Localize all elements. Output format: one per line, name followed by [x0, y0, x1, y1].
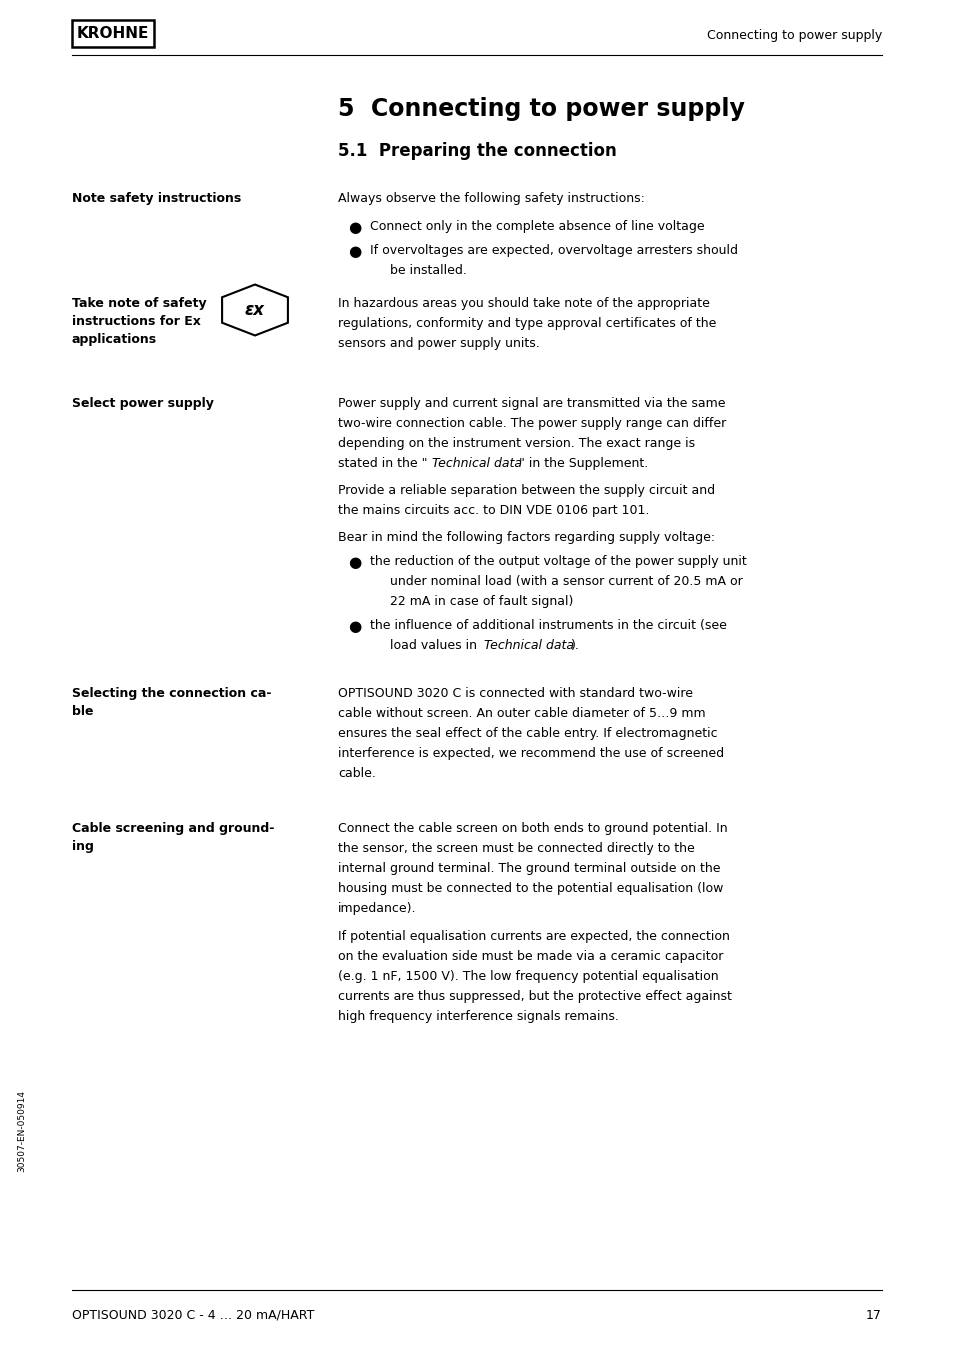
Text: 5.1  Preparing the connection: 5.1 Preparing the connection [337, 142, 616, 160]
Text: Select power supply: Select power supply [71, 397, 213, 410]
Text: 30507-EN-050914: 30507-EN-050914 [17, 1090, 27, 1172]
Text: under nominal load (with a sensor current of 20.5 mA or: under nominal load (with a sensor curren… [390, 575, 742, 588]
Text: the sensor, the screen must be connected directly to the: the sensor, the screen must be connected… [337, 842, 694, 854]
Text: Connect the cable screen on both ends to ground potential. In: Connect the cable screen on both ends to… [337, 822, 727, 836]
Text: εx: εx [245, 301, 265, 319]
Text: depending on the instrument version. The exact range is: depending on the instrument version. The… [337, 437, 695, 450]
Text: ●: ● [348, 243, 361, 260]
Text: 5  Connecting to power supply: 5 Connecting to power supply [337, 97, 744, 120]
Text: two-wire connection cable. The power supply range can differ: two-wire connection cable. The power sup… [337, 416, 725, 430]
Text: 22 mA in case of fault signal): 22 mA in case of fault signal) [390, 595, 573, 608]
Text: Selecting the connection ca-
ble: Selecting the connection ca- ble [71, 687, 272, 718]
Text: Technical data: Technical data [432, 457, 521, 470]
Text: If overvoltages are expected, overvoltage arresters should: If overvoltages are expected, overvoltag… [370, 243, 738, 257]
Text: 17: 17 [865, 1309, 882, 1322]
Text: KROHNE: KROHNE [77, 26, 149, 41]
Text: OPTISOUND 3020 C - 4 … 20 mA/HART: OPTISOUND 3020 C - 4 … 20 mA/HART [71, 1309, 314, 1322]
Text: cable.: cable. [337, 767, 375, 780]
Text: the mains circuits acc. to DIN VDE 0106 part 101.: the mains circuits acc. to DIN VDE 0106 … [337, 504, 649, 516]
Text: " in the Supplement.: " in the Supplement. [518, 457, 648, 470]
Text: the influence of additional instruments in the circuit (see: the influence of additional instruments … [370, 619, 726, 631]
Text: Take note of safety
instructions for Ex
applications: Take note of safety instructions for Ex … [71, 297, 207, 346]
Text: housing must be connected to the potential equalisation (low: housing must be connected to the potenti… [337, 882, 722, 895]
Text: interference is expected, we recommend the use of screened: interference is expected, we recommend t… [337, 748, 723, 760]
Text: impedance).: impedance). [337, 902, 416, 915]
Text: If potential equalisation currents are expected, the connection: If potential equalisation currents are e… [337, 930, 729, 942]
Text: stated in the ": stated in the " [337, 457, 427, 470]
Text: Provide a reliable separation between the supply circuit and: Provide a reliable separation between th… [337, 484, 715, 498]
Text: be installed.: be installed. [390, 264, 466, 277]
Text: Cable screening and ground-
ing: Cable screening and ground- ing [71, 822, 274, 853]
Text: cable without screen. An outer cable diameter of 5…9 mm: cable without screen. An outer cable dia… [337, 707, 705, 721]
Text: sensors and power supply units.: sensors and power supply units. [337, 337, 539, 350]
Text: on the evaluation side must be made via a ceramic capacitor: on the evaluation side must be made via … [337, 950, 722, 963]
Text: Technical data: Technical data [483, 639, 573, 652]
Text: Power supply and current signal are transmitted via the same: Power supply and current signal are tran… [337, 397, 724, 410]
Polygon shape [222, 284, 288, 335]
Text: the reduction of the output voltage of the power supply unit: the reduction of the output voltage of t… [370, 556, 746, 568]
Text: Connecting to power supply: Connecting to power supply [706, 28, 882, 42]
Text: load values in: load values in [390, 639, 480, 652]
Text: regulations, conformity and type approval certificates of the: regulations, conformity and type approva… [337, 316, 716, 330]
Text: internal ground terminal. The ground terminal outside on the: internal ground terminal. The ground ter… [337, 863, 720, 875]
Text: ●: ● [348, 619, 361, 634]
Text: ●: ● [348, 556, 361, 571]
Text: Always observe the following safety instructions:: Always observe the following safety inst… [337, 192, 644, 206]
Text: high frequency interference signals remains.: high frequency interference signals rema… [337, 1010, 618, 1023]
Text: Connect only in the complete absence of line voltage: Connect only in the complete absence of … [370, 220, 704, 233]
Text: currents are thus suppressed, but the protective effect against: currents are thus suppressed, but the pr… [337, 990, 731, 1003]
Text: OPTISOUND 3020 C is connected with standard two-wire: OPTISOUND 3020 C is connected with stand… [337, 687, 692, 700]
FancyBboxPatch shape [71, 20, 153, 47]
Text: ●: ● [348, 220, 361, 235]
Text: In hazardous areas you should take note of the appropriate: In hazardous areas you should take note … [337, 297, 709, 310]
Text: (e.g. 1 nF, 1500 V). The low frequency potential equalisation: (e.g. 1 nF, 1500 V). The low frequency p… [337, 969, 718, 983]
Text: Bear in mind the following factors regarding supply voltage:: Bear in mind the following factors regar… [337, 531, 715, 544]
Text: ).: ). [571, 639, 579, 652]
Text: Note safety instructions: Note safety instructions [71, 192, 241, 206]
Text: ensures the seal effect of the cable entry. If electromagnetic: ensures the seal effect of the cable ent… [337, 727, 717, 740]
